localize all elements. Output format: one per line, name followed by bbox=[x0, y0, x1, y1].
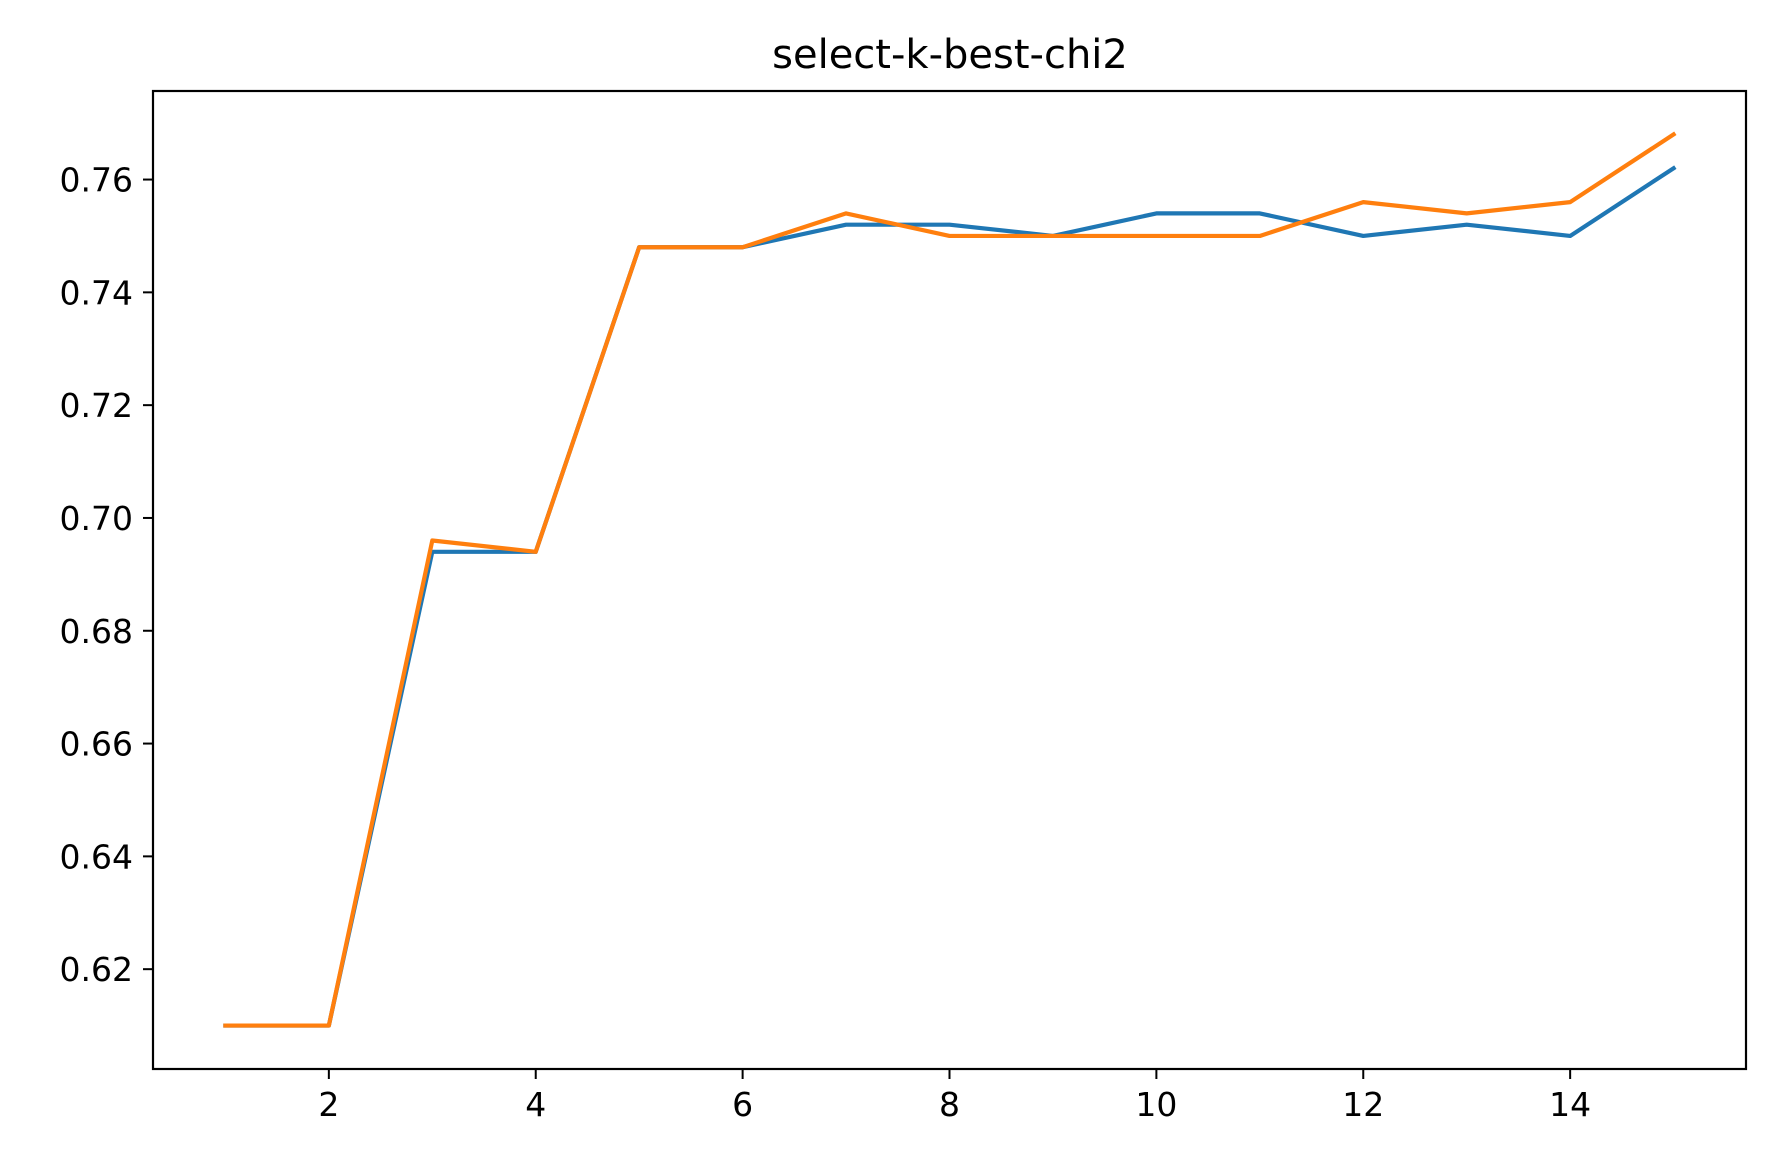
y-tick-label: 0.68 bbox=[60, 612, 133, 651]
x-tick-label: 4 bbox=[525, 1085, 546, 1124]
y-tick-label: 0.76 bbox=[60, 161, 133, 200]
chart-title: select-k-best-chi2 bbox=[772, 32, 1128, 78]
x-tick-label: 8 bbox=[939, 1085, 960, 1124]
plot-area: 2 4 6 8 10 12 14 0.62 0.64 0.66 0.68 0.70 0.72 0.74 0.… bbox=[60, 89, 1748, 1124]
x-tick-label: 14 bbox=[1549, 1085, 1591, 1124]
y-tick-label: 0.66 bbox=[60, 725, 133, 764]
series-line-2 bbox=[223, 131, 1677, 1028]
x-tick-label: 10 bbox=[1135, 1085, 1177, 1124]
x-tick-label: 12 bbox=[1342, 1085, 1384, 1124]
series-line-1 bbox=[223, 165, 1677, 1028]
x-tick-label: 6 bbox=[732, 1085, 753, 1124]
y-tick-label: 0.64 bbox=[60, 837, 133, 876]
y-tick-label: 0.74 bbox=[60, 273, 133, 312]
y-tick-label: 0.72 bbox=[60, 386, 133, 425]
x-tick-label: 2 bbox=[318, 1085, 339, 1124]
y-tick-label: 0.70 bbox=[60, 499, 133, 538]
y-tick-label: 0.62 bbox=[60, 950, 133, 989]
